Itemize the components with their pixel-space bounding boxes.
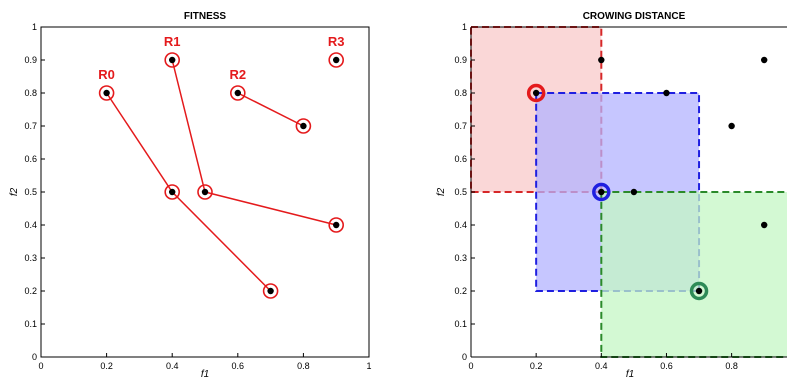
crowding-y-tick-label: 0.9 [454, 55, 467, 65]
fitness-x-tick-label: 0.6 [232, 361, 245, 371]
front-r3-point [333, 56, 340, 64]
solution-point [663, 89, 670, 97]
solution-point [760, 221, 768, 229]
front-r2-point [300, 122, 307, 130]
crowding-y-tick-label: 0.8 [454, 88, 467, 98]
fitness-y-tick-label: 0.9 [24, 55, 37, 65]
highlight-ring-red [526, 83, 546, 103]
crowding-y-tick-label: 0.4 [454, 220, 467, 230]
highlight-ring-green [689, 281, 709, 301]
crowding-x-tick-label: 0.4 [595, 361, 608, 371]
crowding-y-tick-label: 0.2 [454, 286, 467, 296]
fitness-panel: FITNESS f1 f2 0 0.2 0.4 0.6 0.8 1 0 0.1 0.2 0.3 0.… [9, 11, 372, 380]
front-r2-label: R2 [229, 67, 246, 82]
fitness-y-tick-label: 0.2 [24, 286, 37, 296]
fitness-x-tick-label: 1 [366, 361, 371, 371]
fitness-y-axis-label: f2 [9, 187, 20, 196]
fitness-x-tick-label: 0 [38, 361, 43, 371]
crowding-x-axis-label: f1 [626, 369, 634, 380]
front-r3-point-ring [328, 52, 345, 68]
crowding-y-tick-label: 0.6 [454, 154, 467, 164]
front-r0-label: R0 [98, 67, 115, 82]
crowding-y-tick-label: 0.7 [454, 121, 467, 131]
fitness-title: FITNESS [184, 11, 227, 22]
front-r3-label: R3 [328, 34, 345, 49]
front-r2-point [234, 89, 241, 97]
fitness-y-tick-label: 0.6 [24, 154, 37, 164]
fitness-y-tick-label: 0.1 [24, 319, 37, 329]
crowding-x-tick-label: 0.2 [530, 361, 543, 371]
fitness-y-tick-label: 0.3 [24, 253, 37, 263]
fitness-y-tick-label: 0 [32, 352, 37, 362]
front-r1-point [169, 56, 176, 64]
crowding-x-tick-label: 0 [468, 361, 473, 371]
crowding-x-tick-label: 0.8 [725, 361, 738, 371]
crowding-y-tick-label: 1 [462, 22, 467, 32]
front-r1-point-ring [164, 52, 180, 68]
front-r1-label: R1 [164, 34, 181, 49]
fitness-y-tick-label: 0.7 [24, 121, 37, 131]
front-r0-point-ring [262, 283, 279, 299]
crowding-y-tick-label: 0.1 [454, 319, 467, 329]
front-r0-point [103, 89, 110, 97]
fitness-x-tick-label: 0.2 [100, 361, 113, 371]
crowding-distance-panel: CROWING DISTANCE f1 f2 0 0.2 0.4 0.6 0.8 0 0.1… [436, 11, 787, 380]
front-r0-point-ring [98, 85, 115, 101]
fitness-y-tick-label: 0.8 [24, 88, 37, 98]
crowding-y-axis-label: f2 [436, 187, 447, 196]
solution-point [598, 188, 605, 196]
solution-point [695, 287, 703, 295]
crowding-x-tick-label: 0.6 [660, 361, 673, 371]
front-r2-point-ring [230, 85, 246, 101]
front-r2-point-ring [295, 118, 312, 134]
solution-point [532, 89, 540, 97]
solution-point [630, 188, 638, 196]
fitness-x-tick-label: 0.8 [297, 361, 310, 371]
front-r0-point-ring [164, 184, 180, 200]
fitness-y-tick-label: 0.5 [24, 187, 37, 197]
highlight-ring-blue [592, 182, 611, 202]
front-r1-point-ring [197, 184, 213, 200]
front-r1-point-ring [328, 217, 345, 233]
crowding-title: CROWING DISTANCE [583, 11, 686, 22]
fitness-x-axis-label: f1 [201, 369, 209, 380]
front-r1-point [333, 221, 340, 229]
fitness-x-tick-label: 0.4 [166, 361, 179, 371]
solution-point [728, 122, 735, 130]
crowding-y-tick-label: 0.3 [454, 253, 467, 263]
front-r0-point [169, 188, 176, 196]
solution-point [760, 56, 768, 64]
crowding-y-tick-label: 0 [462, 352, 467, 362]
front-r0-point [267, 287, 274, 295]
crowding-y-tick-label: 0.5 [454, 187, 467, 197]
front-r2-line [237, 92, 304, 127]
front-r1-point [201, 188, 209, 196]
fitness-y-tick-label: 0.4 [24, 220, 37, 230]
fitness-y-tick-label: 1 [32, 22, 37, 32]
cuboid-green [600, 191, 787, 358]
solution-point [598, 56, 605, 64]
